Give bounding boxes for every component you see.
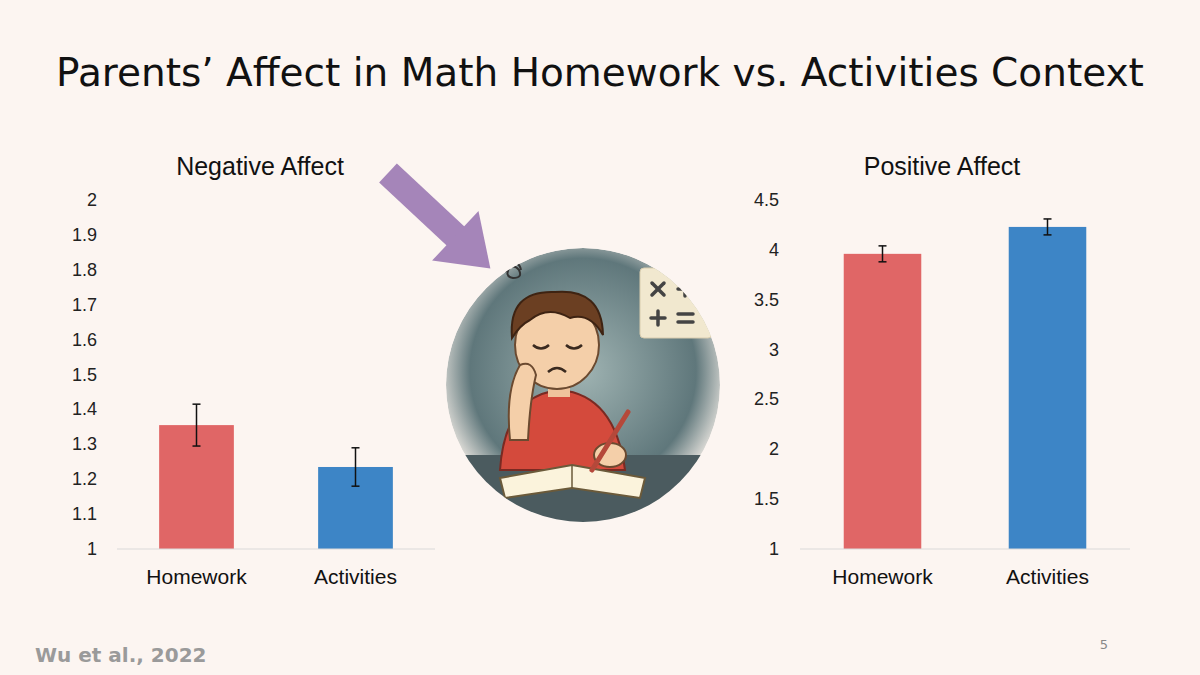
error-cap — [879, 245, 887, 247]
plot-area — [844, 219, 1087, 549]
y-tick-label: 1.4 — [72, 399, 97, 419]
symbol — [652, 283, 664, 295]
plot-area — [159, 404, 393, 549]
canvas: Parents’ Affect in Math Homework vs. Act… — [0, 0, 1200, 675]
slide: Parents’ Affect in Math Homework vs. Act… — [0, 0, 1200, 675]
error-cap — [1044, 234, 1052, 236]
error-cap — [352, 485, 360, 487]
symbol — [656, 311, 660, 325]
y-tick-label: 2 — [769, 439, 779, 459]
error-bar — [352, 448, 360, 486]
symbol — [678, 287, 692, 291]
y-tick-label: 4 — [769, 240, 779, 260]
bar — [1009, 227, 1087, 549]
chart: Negative Affect 1 1.1 1.2 1.3 1.4 1.5 1.6 1.7 1.8… — [72, 152, 435, 588]
error-bar — [879, 246, 887, 262]
x-axis-line — [117, 548, 435, 549]
y-tick-label: 1 — [769, 539, 779, 559]
y-tick-label: 1.2 — [72, 469, 97, 489]
scribble — [505, 264, 521, 278]
y-tick-label: 1.6 — [72, 330, 97, 350]
pencil — [592, 412, 628, 470]
arrow — [365, 148, 514, 293]
y-tick-label: 3 — [769, 340, 779, 360]
arm — [509, 364, 536, 440]
y-tick-label: 3.5 — [754, 290, 779, 310]
y-tick-label: 1.7 — [72, 295, 97, 315]
slide-title: Parents’ Affect in Math Homework vs. Act… — [56, 50, 1144, 95]
error-bar — [193, 404, 201, 446]
y-tick-label: 4.5 — [754, 190, 779, 210]
book-spine — [571, 465, 573, 488]
x-tick-label: Homework — [832, 565, 933, 588]
x-tick-label: Activities — [1006, 565, 1089, 588]
error-bar — [1044, 219, 1052, 235]
chalkboard — [640, 268, 712, 338]
y-tick-label: 1.9 — [72, 225, 97, 245]
arrow-shaft — [379, 163, 467, 247]
error-cap — [352, 447, 360, 449]
y-tick-label: 1.3 — [72, 434, 97, 454]
chart-title: Negative Affect — [176, 152, 344, 180]
error-stem — [882, 246, 884, 262]
hair — [512, 292, 603, 338]
chart-title: Positive Affect — [864, 152, 1021, 180]
error-cap — [879, 261, 887, 263]
x-tick-label: Homework — [146, 565, 247, 588]
error-stem — [196, 404, 198, 446]
symbol — [652, 283, 664, 295]
error-cap — [1044, 218, 1052, 220]
y-tick-label: 2 — [87, 190, 97, 210]
y-tick-label: 1 — [87, 539, 97, 559]
error-stem — [1047, 219, 1049, 235]
chart: Positive Affect 1 1.5 2 2.5 3 3.5 4 4.5 Homework A… — [754, 152, 1130, 588]
symbol — [678, 312, 693, 316]
symbol — [678, 320, 693, 324]
eye — [566, 345, 582, 349]
x-axis-line — [800, 548, 1130, 549]
eye — [533, 345, 549, 349]
page-number: 5 — [1100, 637, 1108, 652]
illustration — [440, 248, 730, 535]
y-tick-label: 1.5 — [72, 365, 97, 385]
y-tick-label: 1.1 — [72, 504, 97, 524]
y-tick-label: 1.8 — [72, 260, 97, 280]
error-cap — [193, 445, 201, 447]
mouth — [548, 368, 566, 372]
table — [440, 455, 730, 535]
bar — [844, 254, 922, 549]
symbol — [683, 282, 687, 296]
error-stem — [355, 448, 357, 486]
error-cap — [193, 403, 201, 405]
book — [500, 465, 645, 498]
x-tick-label: Activities — [314, 565, 397, 588]
citation: Wu et al., 2022 — [35, 643, 207, 667]
background — [0, 0, 1200, 675]
y-tick-label: 1.5 — [754, 489, 779, 509]
y-tick-label: 2.5 — [754, 389, 779, 409]
